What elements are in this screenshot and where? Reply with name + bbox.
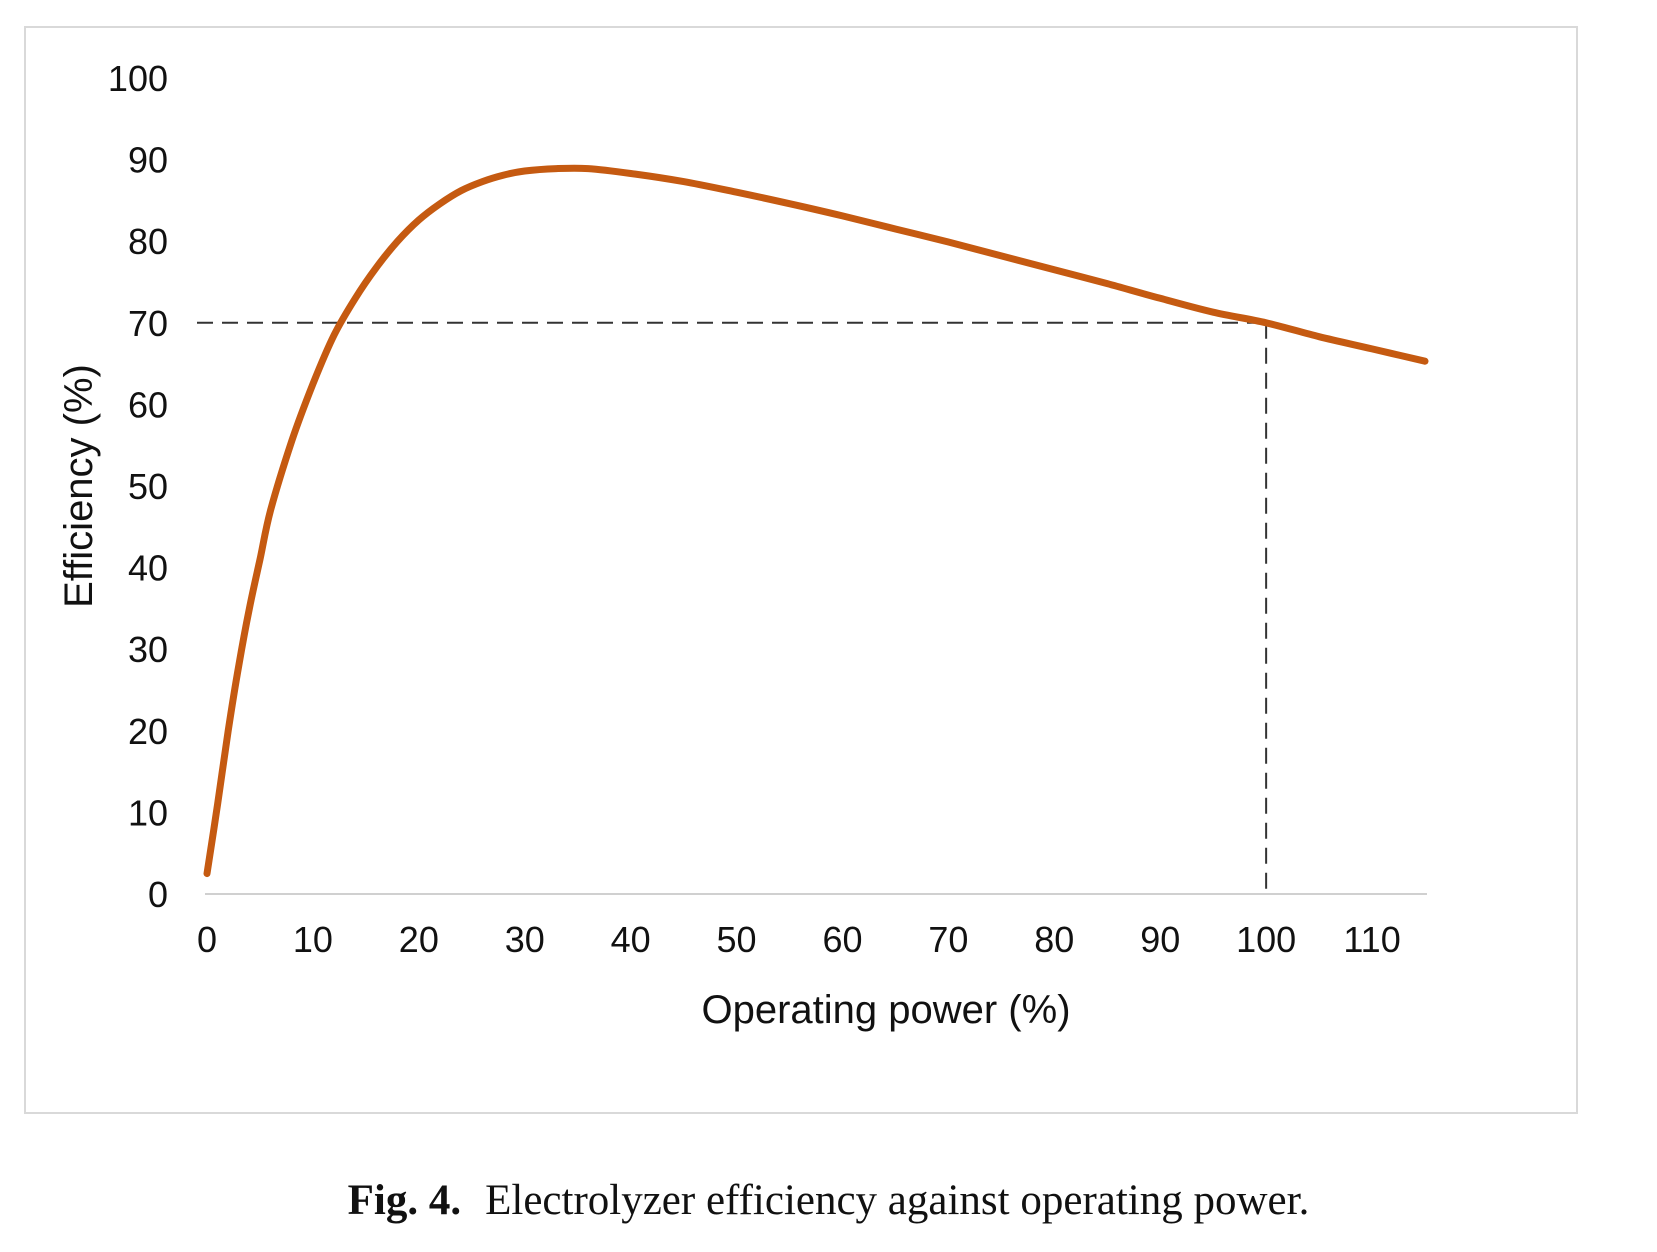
y-tick-label: 10 <box>128 792 168 833</box>
y-tick-label: 80 <box>128 221 168 262</box>
x-tick-labels: 0 10 20 30 40 50 60 70 80 90 100 110 <box>197 919 1401 960</box>
caption-text: Electrolyzer efficiency against operatin… <box>485 1177 1310 1224</box>
x-tick-label: 10 <box>293 919 333 960</box>
y-tick-label: 50 <box>128 466 168 507</box>
x-tick-label: 40 <box>611 919 651 960</box>
y-tick-label: 70 <box>128 303 168 344</box>
x-tick-label: 100 <box>1236 919 1296 960</box>
x-tick-label: 0 <box>197 919 217 960</box>
x-tick-label: 60 <box>822 919 862 960</box>
y-tick-label: 90 <box>128 140 168 181</box>
y-tick-label: 30 <box>128 629 168 670</box>
x-tick-label: 20 <box>399 919 439 960</box>
y-tick-label: 40 <box>128 548 168 589</box>
y-tick-label: 20 <box>128 711 168 752</box>
series-group <box>203 164 1429 878</box>
caption-label: Fig. 4. <box>347 1177 462 1224</box>
x-tick-label: 80 <box>1034 919 1074 960</box>
y-tick-labels: 0 10 20 30 40 50 60 70 80 90 100 <box>108 58 168 915</box>
y-tick-label: 60 <box>128 384 168 425</box>
x-axis-title: Operating power (%) <box>701 988 1070 1032</box>
efficiency-series-line <box>203 164 1429 878</box>
y-tick-label: 100 <box>108 58 168 99</box>
reference-lines <box>197 321 1268 894</box>
y-tick-label: 0 <box>148 874 168 915</box>
x-tick-label: 70 <box>928 919 968 960</box>
chart-frame: 0 10 20 30 40 50 60 70 80 90 100 0 10 20 30 40 50 60 70 80… <box>24 26 1578 1114</box>
efficiency-chart: 0 10 20 30 40 50 60 70 80 90 100 0 10 20 30 40 50 60 70 80… <box>57 58 1429 1032</box>
x-tick-label: 50 <box>717 919 757 960</box>
x-tick-label: 90 <box>1140 919 1180 960</box>
y-axis-title: Efficiency (%) <box>57 364 101 608</box>
figure-caption: Fig. 4. Electrolyzer efficiency against o… <box>0 1176 1657 1225</box>
x-tick-label: 110 <box>1343 919 1400 960</box>
x-tick-label: 30 <box>505 919 545 960</box>
